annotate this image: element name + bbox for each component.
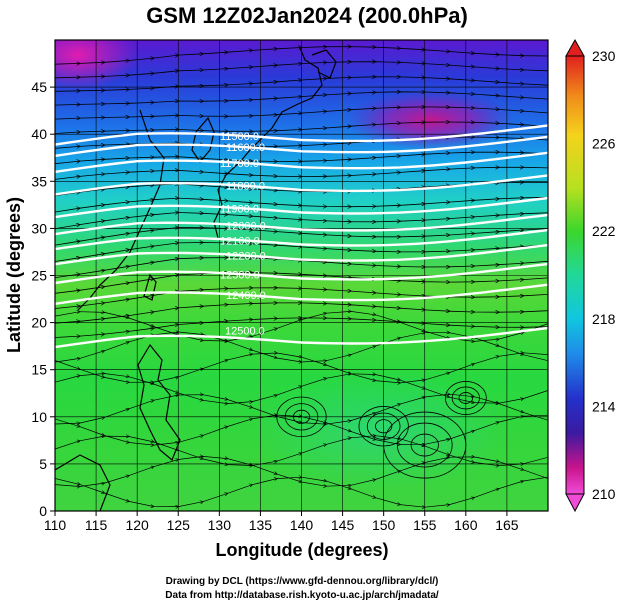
contour-label: 12200.0 xyxy=(226,250,266,262)
grid-lines xyxy=(55,40,548,511)
credit-data-source: Data from http://database.rish.kyoto-u.a… xyxy=(165,590,439,601)
contour-label: 11500.0 xyxy=(220,131,259,143)
contour-label: 11900.0 xyxy=(220,203,259,215)
contour-label: 12000.0 xyxy=(226,220,266,232)
y-tick-label: 40 xyxy=(31,126,47,142)
colorbar-ticks: 230 226 222 218 214 210 xyxy=(592,48,616,502)
height-contour xyxy=(55,135,548,158)
y-tick-label: 5 xyxy=(39,456,47,472)
china-coastline xyxy=(77,109,165,311)
height-contour xyxy=(55,262,548,285)
height-contour xyxy=(55,151,548,174)
japan-coastline xyxy=(213,47,323,239)
contour-label: 12100.0 xyxy=(220,235,260,247)
colorbar-tick-label: 218 xyxy=(592,311,616,327)
x-tick-label: 165 xyxy=(495,517,519,533)
colorbar-tick-label: 222 xyxy=(592,223,616,239)
height-contours xyxy=(55,124,548,349)
height-contour xyxy=(55,124,548,146)
hokkaido-coastline xyxy=(311,49,337,79)
y-axis-label: Latitude (degrees) xyxy=(4,197,24,353)
height-contour xyxy=(55,196,548,219)
height-contour xyxy=(55,213,548,236)
contour-label: 12400.0 xyxy=(226,290,266,302)
contour-label: 11600.0 xyxy=(226,142,265,154)
x-axis-label: Longitude (degrees) xyxy=(215,540,388,560)
y-tick-label: 15 xyxy=(31,362,47,378)
x-tick-label: 125 xyxy=(167,517,191,533)
colorbar-tick-label: 214 xyxy=(592,398,616,414)
colorbar-top-triangle xyxy=(565,38,585,57)
x-tick-label: 160 xyxy=(454,517,478,533)
height-contour xyxy=(55,243,548,266)
colorbar-tick-label: 210 xyxy=(592,486,616,502)
x-tick-label: 155 xyxy=(413,517,437,533)
credit-dcl: Drawing by DCL (https://www.gfd-dennou.o… xyxy=(166,576,439,587)
x-tick-label: 120 xyxy=(125,517,149,533)
borneo-coastline xyxy=(55,454,111,511)
y-tick-label: 10 xyxy=(31,409,47,425)
taiwan-coastline xyxy=(143,273,157,301)
y-axis-ticks: 0 5 10 15 20 25 30 35 40 45 xyxy=(31,79,55,519)
x-tick-label: 150 xyxy=(372,517,396,533)
x-tick-label: 115 xyxy=(85,517,108,533)
contour-label: 12300.0 xyxy=(220,269,260,281)
height-contour xyxy=(55,228,548,251)
colorbar: 230 226 222 218 214 210 xyxy=(565,38,616,513)
y-tick-label: 0 xyxy=(39,503,47,519)
height-contour xyxy=(55,283,548,305)
contour-label: 11800.0 xyxy=(226,181,265,193)
chart-title: GSM 12Z02Jan2024 (200.0hPa) xyxy=(146,3,468,28)
y-tick-label: 20 xyxy=(31,315,47,331)
coastlines xyxy=(55,47,337,511)
y-tick-label: 30 xyxy=(31,220,47,236)
x-tick-label: 140 xyxy=(290,517,314,533)
y-tick-label: 25 xyxy=(31,268,47,284)
x-tick-label: 145 xyxy=(331,517,355,533)
y-tick-label: 45 xyxy=(31,79,47,95)
colorbar-bottom-triangle xyxy=(565,493,585,513)
x-tick-label: 110 xyxy=(44,517,67,533)
contour-label: 12500.0 xyxy=(225,326,265,338)
height-contour xyxy=(55,174,548,196)
contour-label: 11700.0 xyxy=(220,158,259,170)
colorbar-bar xyxy=(565,55,585,495)
colorbar-tick-label: 226 xyxy=(592,136,616,152)
philippines-coastline xyxy=(137,343,181,461)
colorbar-tick-label: 230 xyxy=(592,48,616,64)
height-contour xyxy=(55,326,548,349)
x-tick-label: 130 xyxy=(208,517,232,533)
y-tick-label: 35 xyxy=(31,173,47,189)
x-axis-ticks: 110 115 120 125 130 135 140 145 150 155 160 165 xyxy=(44,511,519,533)
x-tick-label: 135 xyxy=(249,517,273,533)
